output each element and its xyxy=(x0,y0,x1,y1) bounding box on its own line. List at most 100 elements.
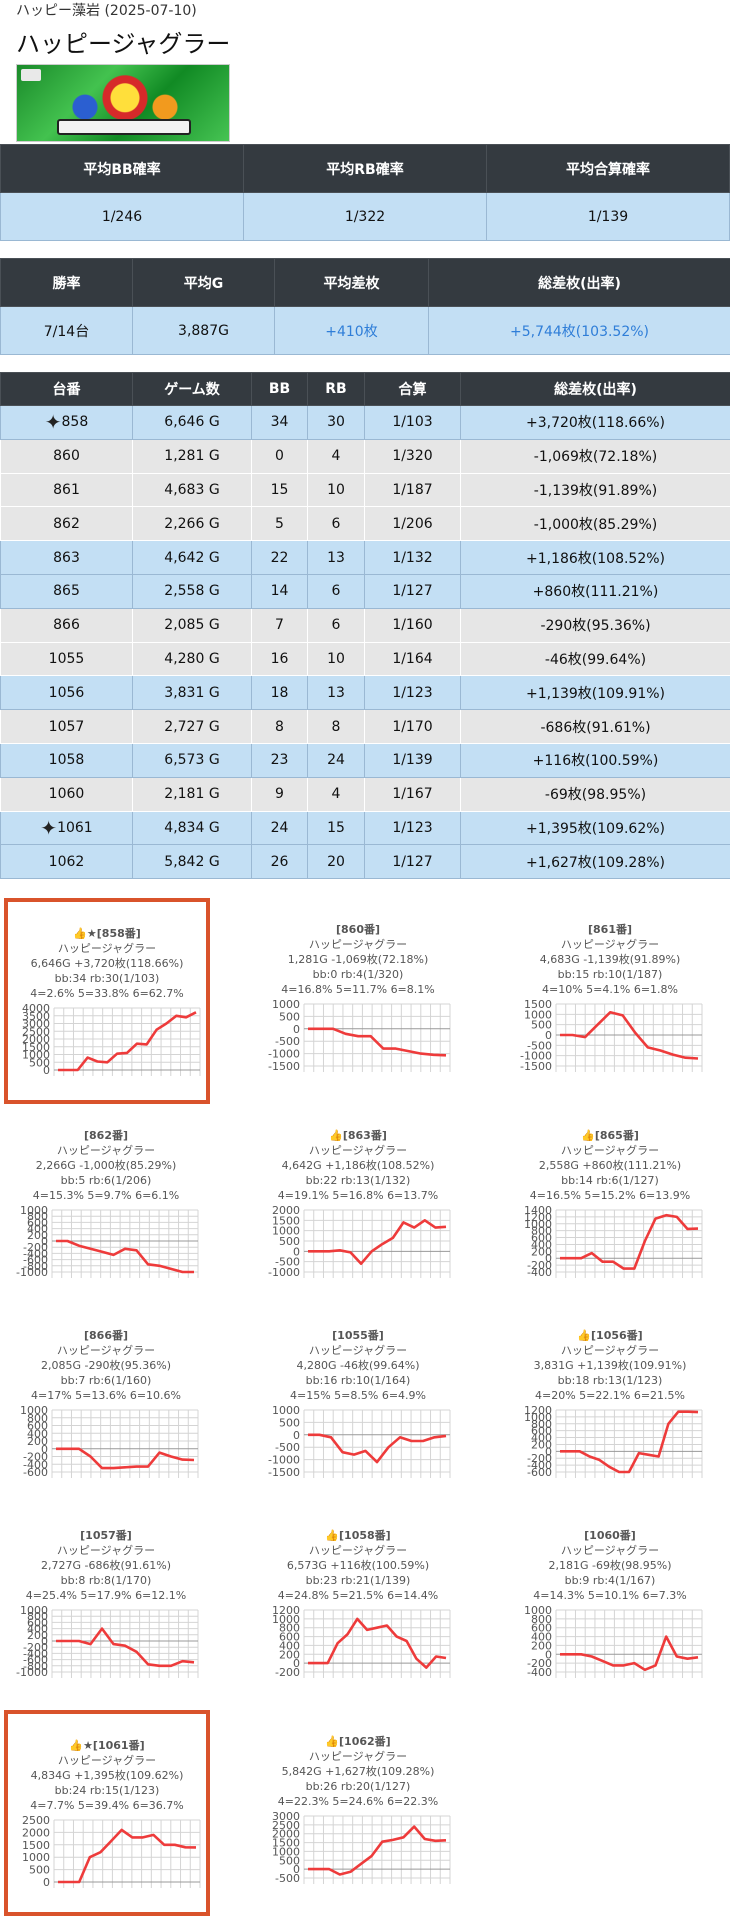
y-tick-label: 400 xyxy=(27,1623,48,1636)
chart-info-line: 4=25.4% 5=17.9% 6=12.1% xyxy=(25,1589,187,1602)
col-header: 平均差枚 xyxy=(274,258,429,307)
machine-chart-card[interactable]: 👍[1058番] ハッピージャグラー 6,573G +116枚(100.59%) bb… xyxy=(258,1508,458,1708)
chart-info-line: 6,573G +116枚(100.59%) xyxy=(286,1559,430,1572)
bb-count: 8 xyxy=(251,709,308,744)
game-count: 6,573 G xyxy=(132,742,252,778)
chart-info-line: 4=15.3% 5=9.7% 6=6.1% xyxy=(32,1189,180,1202)
machine-chart-card[interactable]: [866番] ハッピージャグラー 2,085G -290枚(95.36%) bb:7 … xyxy=(6,1308,206,1508)
table-row: 1/246 1/322 1/139 xyxy=(0,192,730,241)
machine-chart-card[interactable]: [861番] ハッピージャグラー 4,683G -1,139枚(91.89%) bb:… xyxy=(510,902,710,1102)
machine-number-label: 1061 xyxy=(57,819,93,836)
machine-chart-card[interactable]: 👍[1056番] ハッピージャグラー 3,831G +1,139枚(109.91%)… xyxy=(510,1308,710,1508)
machine-number: 866 xyxy=(0,607,133,643)
page-title: ハッピージャグラー xyxy=(16,30,231,58)
col-header: 平均G xyxy=(132,258,275,307)
rb-count: 4 xyxy=(307,438,365,474)
machine-number: 863 xyxy=(0,540,133,575)
total-probability: 1/139 xyxy=(364,742,461,778)
game-count: 2,266 G xyxy=(132,506,252,542)
machine-chart-card[interactable]: 👍★[1061番] ハッピージャグラー 4,834G +1,395枚(109.62%… xyxy=(4,1710,210,1916)
avg-diff-value: +410枚 xyxy=(274,306,429,355)
total-diff: -46枚(99.64%) xyxy=(460,641,730,677)
bb-count: 14 xyxy=(251,573,308,609)
y-tick-label: -200 xyxy=(23,1241,48,1254)
y-tick-label: 400 xyxy=(531,1238,552,1251)
y-tick-label: 1000 xyxy=(524,1411,552,1424)
balance-series-line xyxy=(58,1828,197,1884)
y-tick-label: 600 xyxy=(531,1425,552,1438)
machine-chart-card[interactable]: [1057番] ハッピージャグラー 2,727G -686枚(91.61%) bb:8… xyxy=(6,1508,206,1708)
y-tick-label: -400 xyxy=(527,1459,552,1472)
chart-info-line: bb:0 rb:4(1/320) xyxy=(312,968,404,981)
sparkle-icon: ✦ xyxy=(40,815,58,840)
table-row: 863 4,642 G 22 13 1/132 +1,186枚(108.52%) xyxy=(0,540,730,575)
table-row: 865 2,558 G 14 6 1/127 +860枚(111.21%) xyxy=(0,573,730,609)
machine-chart-card[interactable]: [860番] ハッピージャグラー 1,281G -1,069枚(72.18%) bb:… xyxy=(258,902,458,1102)
col-header: 合算 xyxy=(364,372,461,406)
y-tick-label: 200 xyxy=(279,1648,300,1661)
y-tick-label: -600 xyxy=(23,1466,48,1479)
balance-series-line xyxy=(308,1027,447,1057)
machine-number: ✦858 xyxy=(0,405,133,440)
chart-title: 👍★[1061番] xyxy=(69,1739,145,1752)
chart-info-line: 4=19.1% 5=16.8% 6=13.7% xyxy=(277,1189,439,1202)
chart-info-line: ハッピージャグラー xyxy=(560,1144,660,1157)
col-header: 平均合算確率 xyxy=(486,144,730,193)
chart-title: 👍[1058番] xyxy=(325,1529,391,1542)
y-tick-label: -1000 xyxy=(268,1266,300,1279)
machine-chart-card[interactable]: 👍★[858番] ハッピージャグラー 6,646G +3,720枚(118.66%)… xyxy=(4,898,210,1104)
chart-info-line: 5,842G +1,627枚(109.28%) xyxy=(281,1765,435,1778)
y-tick-label: 0 xyxy=(293,1657,300,1670)
machine-number: 1058 xyxy=(0,742,133,778)
total-diff: -686枚(91.61%) xyxy=(460,709,730,744)
chart-info-line: ハッピージャグラー xyxy=(560,1344,660,1357)
y-tick-label: -1500 xyxy=(520,1060,552,1073)
y-tick-label: 600 xyxy=(531,1622,552,1635)
chart-title: 👍[865番] xyxy=(581,1129,639,1142)
total-diff: -69枚(98.95%) xyxy=(460,776,730,812)
table-row: 1060 2,181 G 9 4 1/167 -69枚(98.95%) xyxy=(0,776,730,812)
machine-number: 861 xyxy=(0,472,133,508)
rb-count: 6 xyxy=(307,506,365,542)
win-rate-value: 7/14台 xyxy=(0,306,133,355)
chart-info-line: ハッピージャグラー xyxy=(56,1344,156,1357)
machine-chart-card[interactable]: 👍[865番] ハッピージャグラー 2,558G +860枚(111.21%) bb:… xyxy=(510,1108,710,1308)
avg-games-value: 3,887G xyxy=(132,306,275,355)
machine-banner-image xyxy=(16,64,230,142)
chart-title: [1055番] xyxy=(332,1329,384,1342)
y-tick-label: -1000 xyxy=(268,1048,300,1061)
chart-info-line: 4=17% 5=13.6% 6=10.6% xyxy=(31,1389,181,1402)
table-row: 1062 5,842 G 26 20 1/127 +1,627枚(109.28%) xyxy=(0,844,730,880)
y-tick-label: 1000 xyxy=(272,1225,300,1238)
machine-chart-card[interactable]: 👍[863番] ハッピージャグラー 4,642G +1,186枚(108.52%) b… xyxy=(258,1108,458,1308)
bb-count: 34 xyxy=(251,405,308,440)
machine-number: 1062 xyxy=(0,844,133,880)
machine-chart-card[interactable]: [1060番] ハッピージャグラー 2,181G -69枚(98.95%) bb:9 … xyxy=(510,1508,710,1708)
y-tick-label: 2000 xyxy=(22,1826,50,1839)
y-tick-label: 0 xyxy=(545,1648,552,1661)
chart-info-line: bb:34 rb:30(1/103) xyxy=(54,972,160,985)
bb-count: 15 xyxy=(251,472,308,508)
table-row: ✦1061 4,834 G 24 15 1/123 +1,395枚(109.62%) xyxy=(0,810,730,846)
machine-chart-card[interactable]: 👍[1062番] ハッピージャグラー 5,842G +1,627枚(109.28%)… xyxy=(258,1714,458,1914)
y-tick-label: -400 xyxy=(23,1647,48,1660)
total-diff: +116枚(100.59%) xyxy=(460,742,730,778)
chart-info-line: ハッピージャグラー xyxy=(560,1544,660,1557)
y-tick-label: 500 xyxy=(279,1416,300,1429)
y-tick-label: 1000 xyxy=(524,1604,552,1617)
machine-chart-card[interactable]: [862番] ハッピージャグラー 2,266G -1,000枚(85.29%) bb:… xyxy=(6,1108,206,1308)
y-tick-label: 400 xyxy=(531,1631,552,1644)
machine-chart-card[interactable]: [1055番] ハッピージャグラー 4,280G -46枚(99.64%) bb:16… xyxy=(258,1308,458,1508)
y-tick-label: 1000 xyxy=(20,1404,48,1417)
chart-info-line: bb:7 rb:6(1/160) xyxy=(60,1374,152,1387)
rb-count: 6 xyxy=(307,607,365,643)
col-header: 総差枚(出率) xyxy=(428,258,730,307)
rb-count: 15 xyxy=(307,810,365,846)
